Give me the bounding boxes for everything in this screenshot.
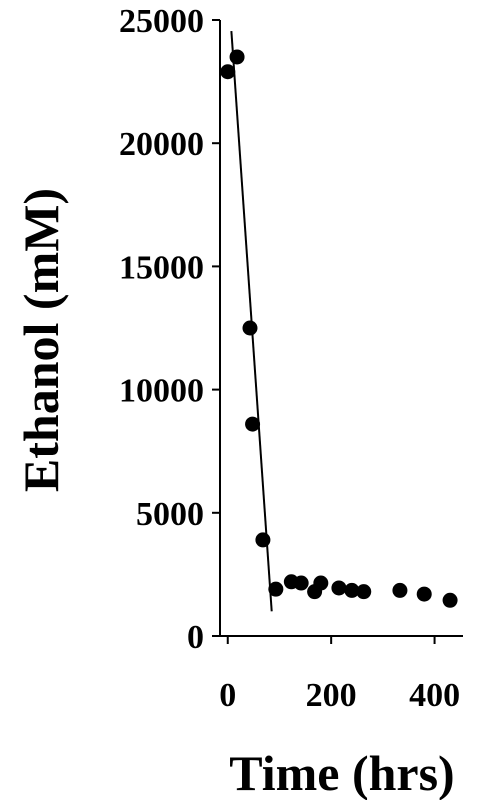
data-point xyxy=(293,575,309,591)
data-point xyxy=(344,582,360,598)
x-ticks: 0 200 400 xyxy=(219,636,460,714)
data-points xyxy=(220,49,458,608)
data-point xyxy=(331,580,347,596)
data-point xyxy=(242,320,258,336)
data-point xyxy=(268,581,284,597)
x-tick-label: 400 xyxy=(409,677,460,714)
x-axis-title: Time (hrs) xyxy=(229,745,454,800)
y-ticks: 0 5000 10000 15000 20000 25000 xyxy=(119,3,220,656)
y-tick-label: 20000 xyxy=(119,126,204,163)
y-tick-label: 0 xyxy=(187,619,204,656)
y-tick-label: 5000 xyxy=(136,496,204,533)
y-tick-label: 10000 xyxy=(119,373,204,410)
y-tick-label: 25000 xyxy=(119,3,204,40)
x-tick-label: 200 xyxy=(306,677,357,714)
y-axis-title: Ethanol (mM) xyxy=(13,188,69,492)
x-tick-label: 0 xyxy=(219,677,236,714)
data-point xyxy=(392,582,408,598)
y-tick-label: 15000 xyxy=(119,249,204,286)
data-point xyxy=(220,64,236,80)
plot-area: 0 5000 10000 15000 20000 25000 0 200 400 xyxy=(119,3,463,714)
data-point xyxy=(255,532,271,548)
data-point xyxy=(245,416,261,432)
data-point xyxy=(416,586,432,602)
data-point xyxy=(442,592,458,608)
data-point xyxy=(313,575,329,591)
data-point xyxy=(356,584,372,600)
data-point xyxy=(229,49,245,65)
